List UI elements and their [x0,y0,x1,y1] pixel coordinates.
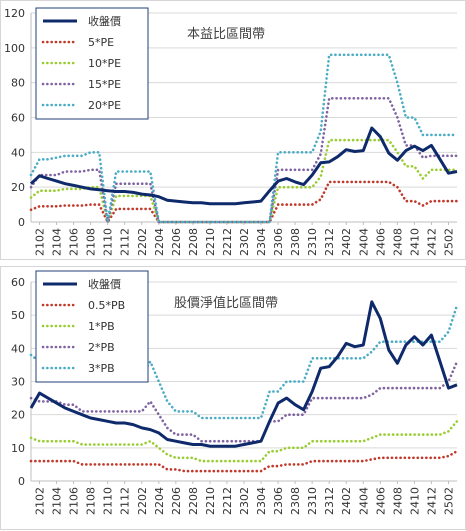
x-tick-label: 2306 [272,228,285,256]
series-line-2 [29,420,459,463]
x-tick-label: 2308 [289,487,302,515]
x-tick-label: 2212 [221,228,234,256]
y-tick-label: 0 [18,475,25,488]
x-tick-label: 2312 [323,487,336,515]
pb-band-chart: 0 10 20 30 40 50 60 2102 2104 2106 2108 2110 2112 220… [11,270,459,515]
series-line-1 [29,449,459,473]
legend-label: 15*PE [88,78,121,91]
x-tick-label: 2106 [68,487,81,515]
pe-band-chart-panel: 0 20 40 60 80 100 120 2102 2104 2106 2108 2110 2112 2… [0,0,466,260]
x-tick-label: 2304 [255,487,268,515]
x-tick-label: 2502 [442,487,455,515]
x-tick-label: 2412 [425,487,438,515]
x-tick-label: 2410 [408,228,421,256]
x-tick-label: 2406 [374,487,387,515]
x-tick-label: 2410 [408,487,421,515]
x-tick-label: 2310 [306,487,319,515]
x-tick-label: 2402 [340,228,353,256]
series-line-0 [29,300,458,448]
x-tick-label: 2104 [51,487,64,515]
x-tick-label: 2112 [119,487,132,515]
legend: 收盤價 0.5*PB 1*PB 2*PB 3*PB [35,270,149,383]
x-tick-label: 2210 [204,487,217,515]
legend-label: 收盤價 [88,277,121,291]
y-tick-label: 40 [11,342,25,355]
legend: 收盤價 5*PE 10*PE 15*PE 20*PE [35,7,149,120]
y-tick-label: 40 [11,146,25,159]
x-tick-label: 2112 [119,228,132,256]
x-tick-label: 2302 [238,228,251,256]
x-tick-label: 2310 [306,228,319,256]
x-tick-label: 2204 [153,228,166,256]
x-tick-label: 2102 [34,228,47,256]
series-line-1 [29,180,459,225]
x-tick-label: 2406 [374,228,387,256]
x-tick-label: 2408 [391,228,404,256]
x-tick-label: 2108 [85,487,98,515]
legend-box [35,7,149,120]
x-tick-label: 2212 [221,487,234,515]
y-tick-label: 50 [11,309,25,322]
x-tick-label: 2404 [357,228,370,256]
x-tick-label: 2502 [442,228,455,256]
x-tick-label: 2110 [102,228,115,256]
y-tick-label: 20 [11,409,25,422]
x-tick-label: 2204 [153,487,166,515]
x-tick-label: 2302 [238,487,251,515]
pb-band-chart-panel: 0 10 20 30 40 50 60 2102 2104 2106 2108 2110 2112 220… [0,266,466,530]
legend-box [35,270,149,383]
legend-label: 3*PB [88,362,115,375]
legend-label: 1*PB [88,320,115,333]
x-tick-label: 2202 [136,487,149,515]
series-line-2 [29,138,459,227]
legend-label: 收盤價 [88,14,121,28]
legend-label: 20*PE [88,99,121,112]
x-tick-label: 2206 [170,487,183,515]
y-tick-label: 10 [11,442,25,455]
y-tick-label: 60 [11,112,25,125]
x-tick-label: 2402 [340,487,353,515]
legend-label: 0.5*PB [88,299,125,312]
x-tick-label: 2202 [136,228,149,256]
y-tick-label: 20 [11,181,25,194]
y-tick-label: 80 [11,77,25,90]
chart-title: 本益比區間帶 [187,27,265,42]
x-tick-label: 2404 [357,487,370,515]
y-tick-label: 30 [11,376,25,389]
x-tick-label: 2208 [187,487,200,515]
chart-title: 股價淨值比區間帶 [174,295,278,311]
legend-label: 10*PE [88,57,121,70]
series-line-3 [29,360,459,443]
x-tick-label: 2108 [85,228,98,256]
x-tick-label: 2312 [323,228,336,256]
series-line-0 [29,126,458,206]
y-tick-label: 120 [4,7,25,20]
y-tick-label: 60 [11,276,25,289]
x-tick-label: 2208 [187,228,200,256]
x-tick-label: 2408 [391,487,404,515]
x-tick-label: 2308 [289,228,302,256]
x-tick-label: 2306 [272,487,285,515]
legend-label: 5*PE [88,36,114,49]
x-tick-label: 2106 [68,228,81,256]
x-tick-label: 2110 [102,487,115,515]
y-tick-label: 100 [4,42,25,55]
x-tick-label: 2412 [425,228,438,256]
x-tick-label: 2206 [170,228,183,256]
y-tick-label: 0 [18,216,25,229]
x-tick-label: 2304 [255,228,268,256]
x-tick-label: 2102 [34,487,47,515]
x-tick-label: 2104 [51,228,64,256]
pe-band-chart: 0 20 40 60 80 100 120 2102 2104 2106 2108 2110 2112 2… [4,7,459,256]
series-line-4 [29,53,459,224]
x-tick-label: 2210 [204,228,217,256]
legend-label: 2*PB [88,341,115,354]
